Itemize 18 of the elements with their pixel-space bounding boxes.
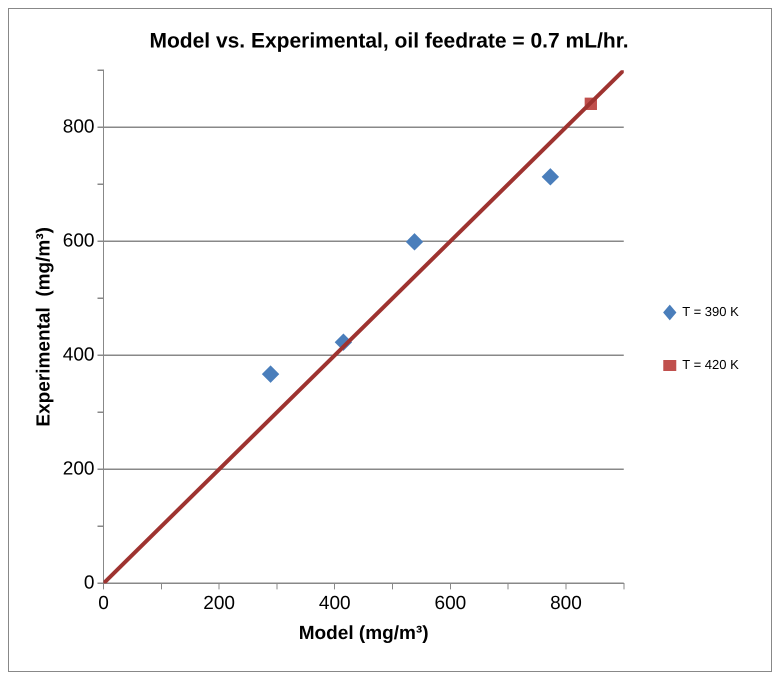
legend-label: T = 390 K (682, 304, 740, 320)
point (262, 366, 280, 383)
x-axis-title: Model (mg/m³) (298, 622, 429, 644)
y-axis-title: Experimental (mg/m³) (34, 227, 55, 427)
chart-title: Model vs. Experimental, oil feedrate = 0.7 mL/hr. (149, 29, 629, 52)
y-tick-label: 800 (62, 116, 94, 138)
y-tick-label: 400 (62, 344, 94, 366)
legend-label: T = 420 K (682, 357, 740, 372)
x-tick-label: 600 (434, 593, 466, 614)
point (542, 168, 559, 186)
y-tick-label: 200 (62, 458, 94, 480)
y-tick-label: 0 (84, 572, 94, 594)
y-tick-label: 600 (62, 230, 94, 252)
point (406, 233, 424, 250)
x-tick-label: 400 (318, 593, 351, 614)
x-tick-label: 0 (98, 593, 109, 614)
x-tick-label: 200 (203, 593, 235, 614)
x-tick-label: 800 (550, 593, 582, 614)
